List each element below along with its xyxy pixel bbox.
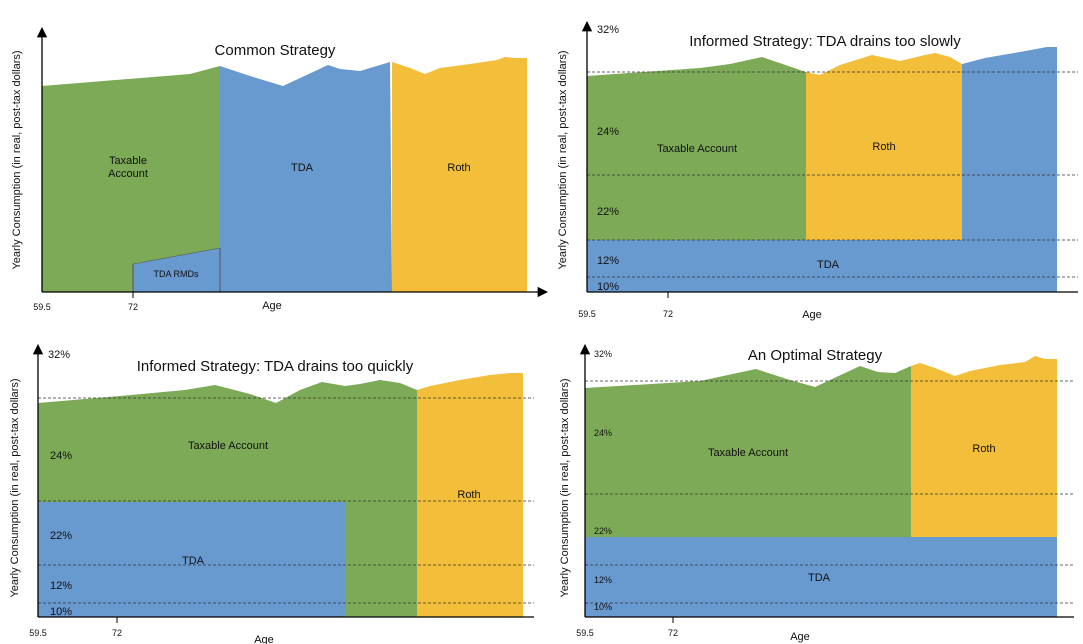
roth-area (417, 373, 523, 617)
tick-59-5: 59.5 (33, 302, 51, 312)
x-axis-label: Age (802, 309, 822, 321)
bracket-22: 22% (594, 526, 612, 536)
bracket-10: 10% (594, 602, 612, 612)
tick-72: 72 (668, 628, 678, 638)
tda-area (585, 537, 1057, 617)
taxable-label: Taxable Account (708, 447, 788, 459)
x-axis-label: Age (254, 634, 274, 644)
tick-59-5: 59.5 (576, 628, 594, 638)
roth-area (806, 53, 962, 240)
tda-base-area (587, 240, 1057, 292)
roth-area (911, 356, 1057, 537)
bracket-12: 12% (50, 580, 72, 592)
panel-title: Informed Strategy: TDA drains too quickl… (137, 358, 414, 375)
tda-top-area (962, 47, 1057, 240)
x-axis-label: Age (262, 300, 282, 312)
bracket-10: 10% (597, 281, 619, 293)
panel-tda-drains-slowly: Informed Strategy: TDA drains too slowly… (557, 20, 1078, 321)
tick-72: 72 (112, 628, 122, 638)
y-axis-label: Yearly Consumption (in real, post-tax do… (559, 378, 571, 597)
taxable-label: Taxable Account (657, 143, 737, 155)
taxable-area (42, 66, 220, 292)
bracket-24: 24% (597, 126, 619, 138)
taxable-area (587, 57, 806, 240)
tick-59-5: 59.5 (29, 628, 47, 638)
tick-72: 72 (663, 309, 673, 319)
roth-label: Roth (972, 443, 995, 455)
tda-label: TDA (817, 259, 840, 271)
y-axis-label: Yearly Consumption (in real, post-tax do… (9, 378, 21, 597)
panel-common-strategy: Common Strategy Taxable Account TDA Roth … (11, 26, 549, 312)
tda-rmds-area (133, 248, 220, 292)
taxable-label: Taxable Account (188, 440, 268, 452)
tda-label: TDA (808, 572, 831, 584)
bracket-10: 10% (50, 606, 72, 618)
bracket-22: 22% (50, 530, 72, 542)
panel-optimal-strategy: An Optimal Strategy 32% 24% 22% 12% 10% … (559, 343, 1074, 643)
tda-area (38, 502, 345, 617)
bracket-12: 12% (597, 255, 619, 267)
bracket-32: 32% (594, 349, 612, 359)
roth-area (392, 57, 527, 292)
bracket-22: 22% (597, 206, 619, 218)
panel-tda-drains-quickly: Informed Strategy: TDA drains too quickl… (9, 343, 534, 644)
panel-title: Common Strategy (215, 42, 336, 59)
bracket-24: 24% (50, 450, 72, 462)
panel-title: Informed Strategy: TDA drains too slowly (689, 33, 961, 50)
bracket-32: 32% (48, 349, 70, 361)
roth-label: Roth (447, 162, 470, 174)
panel-title: An Optimal Strategy (748, 347, 883, 364)
bracket-12: 12% (594, 575, 612, 585)
roth-label: Roth (872, 141, 895, 153)
tda-area (220, 62, 392, 292)
taxable-label: Taxable Account (108, 155, 148, 180)
bracket-24: 24% (594, 428, 612, 438)
bracket-32: 32% (597, 24, 619, 36)
y-axis-label: Yearly Consumption (in real, post-tax do… (11, 50, 23, 269)
tick-59-5: 59.5 (578, 309, 596, 319)
tda-label: TDA (291, 162, 314, 174)
tda-label: TDA (182, 555, 205, 567)
y-axis-label: Yearly Consumption (in real, post-tax do… (557, 50, 569, 269)
x-axis-label: Age (790, 631, 810, 643)
tick-72: 72 (128, 302, 138, 312)
roth-label: Roth (457, 489, 480, 501)
tda-rmds-label: TDA RMDs (154, 269, 200, 279)
